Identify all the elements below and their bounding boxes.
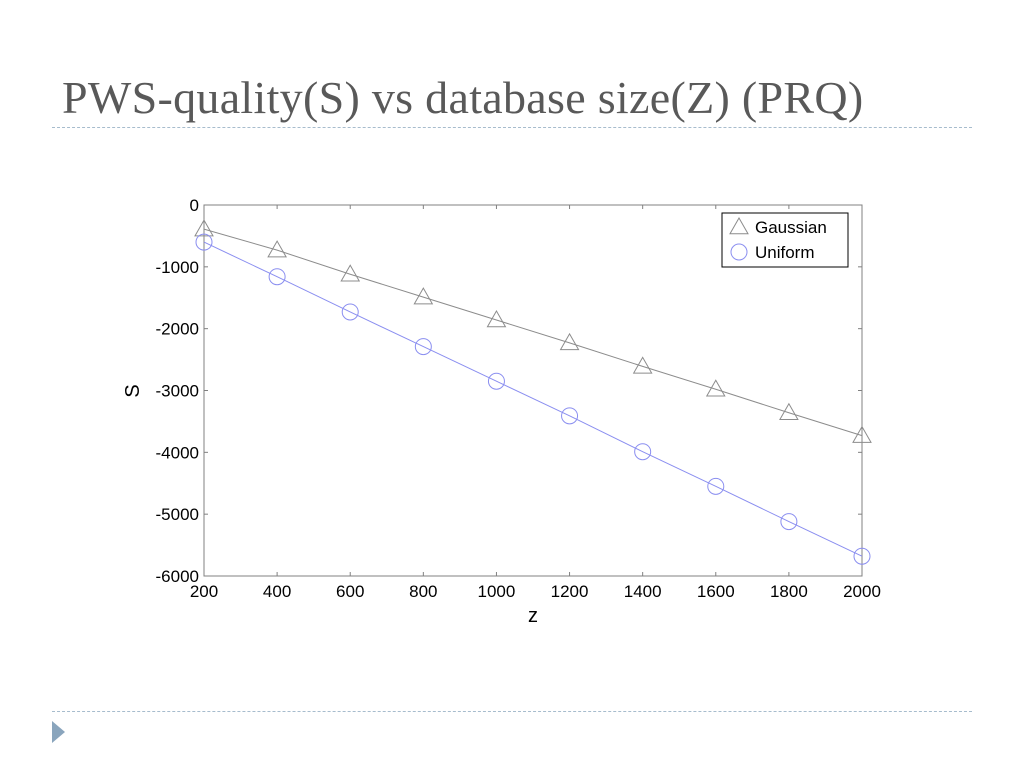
x-tick-label: 1200 — [551, 582, 589, 601]
legend: Gaussian Uniform — [721, 212, 849, 268]
x-tick-label: 400 — [263, 582, 291, 601]
bullet-arrow-icon — [52, 721, 65, 743]
series-uniform — [195, 233, 871, 565]
x-tick-label: 1800 — [770, 582, 808, 601]
y-axis-label: S — [122, 384, 144, 397]
data-point — [413, 287, 434, 305]
x-tick-label: 800 — [409, 582, 437, 601]
data-point — [486, 310, 507, 328]
slide-title: PWS-quality(S) vs database size(Z) (PRQ) — [62, 72, 864, 123]
data-point — [195, 233, 213, 251]
data-point — [634, 443, 652, 461]
legend-item: Gaussian — [729, 216, 827, 237]
legend-box — [721, 212, 849, 268]
series-layer — [194, 219, 872, 565]
data-point — [194, 219, 214, 237]
data-point — [852, 425, 872, 443]
legend-item: Uniform — [730, 243, 815, 262]
legend-marker — [730, 243, 748, 261]
x-tick-label: 600 — [336, 582, 364, 601]
data-point — [853, 547, 871, 565]
legend-label: Gaussian — [755, 218, 827, 237]
data-point — [705, 379, 726, 397]
series-line — [203, 228, 863, 437]
data-point — [779, 402, 799, 421]
y-tick-label: -5000 — [156, 505, 199, 524]
axis-ticks: 200 400 600 800 1000 1200 1400 1600 1800 2000 0 -10… — [156, 196, 881, 601]
x-tick-label: 1000 — [478, 582, 516, 601]
series-line — [203, 241, 863, 557]
title-divider — [52, 127, 972, 128]
data-point — [340, 264, 361, 282]
data-point — [268, 268, 286, 286]
data-point — [267, 240, 287, 258]
data-point — [561, 407, 579, 425]
y-tick-label: -6000 — [156, 567, 199, 586]
data-point — [487, 372, 505, 390]
footer-divider — [52, 711, 972, 712]
legend-marker — [729, 216, 749, 235]
y-tick-label: -4000 — [156, 443, 199, 462]
x-tick-label: 1400 — [624, 582, 662, 601]
data-point — [707, 477, 725, 495]
y-tick-label: -3000 — [156, 382, 199, 401]
y-tick-label: -1000 — [156, 258, 199, 277]
x-tick-label: 2000 — [843, 582, 881, 601]
x-tick-label: 200 — [190, 582, 218, 601]
data-point — [780, 513, 798, 531]
data-point — [414, 338, 432, 356]
y-tick-label: 0 — [190, 196, 199, 215]
series-gaussian — [194, 219, 872, 443]
data-point — [632, 356, 653, 374]
data-point — [341, 303, 359, 321]
x-axis-label: z — [528, 605, 538, 627]
y-tick-label: -2000 — [156, 320, 199, 339]
x-tick-label: 1600 — [697, 582, 735, 601]
legend-label: Uniform — [755, 243, 815, 262]
data-point — [559, 332, 580, 351]
